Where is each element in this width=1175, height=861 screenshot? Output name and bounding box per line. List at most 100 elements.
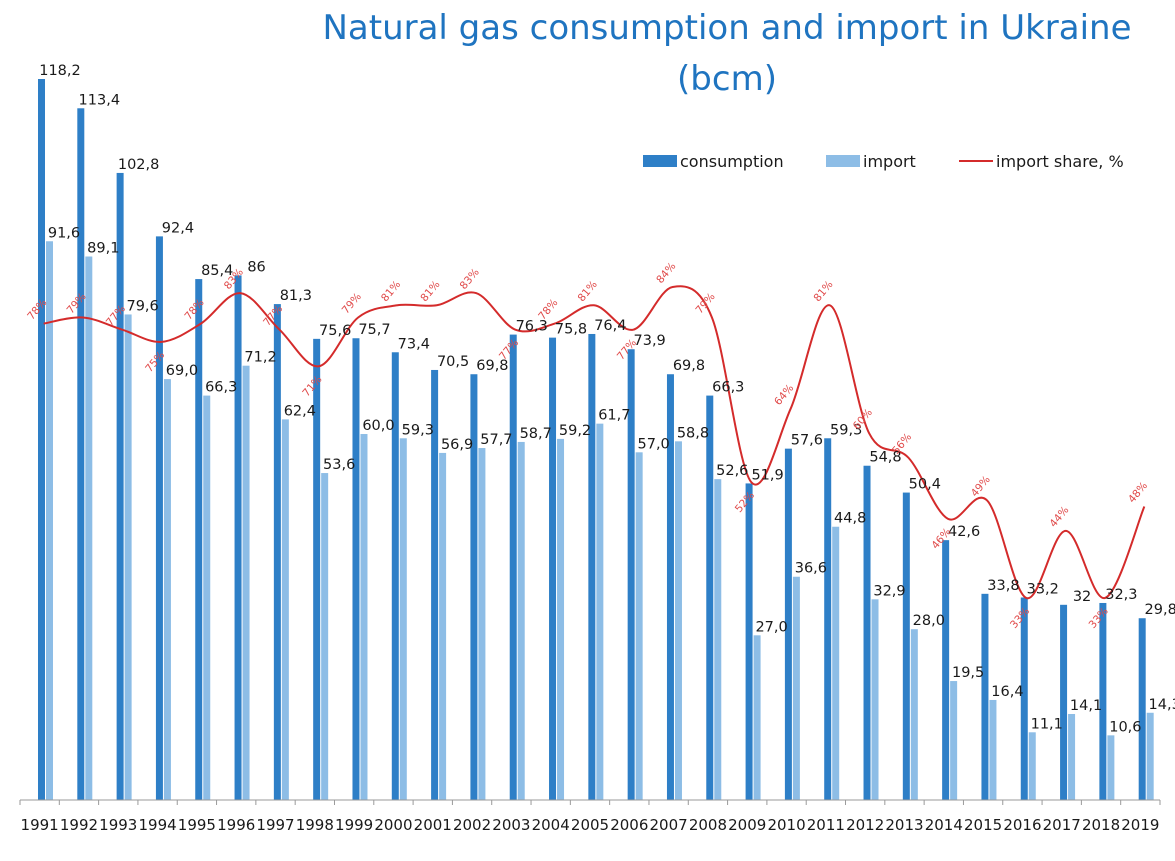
bar-import-2010 bbox=[792, 576, 800, 800]
label-consumption-1994: 92,4 bbox=[162, 220, 194, 236]
bar-import-2003 bbox=[517, 441, 525, 800]
label-consumption-1992: 113,4 bbox=[79, 92, 121, 108]
bar-import-1996 bbox=[242, 365, 250, 800]
label-consumption-2001: 70,5 bbox=[437, 354, 469, 370]
legend-item-consumption[interactable]: consumption bbox=[643, 152, 784, 171]
label-share-1991: 78% bbox=[25, 297, 49, 323]
label-consumption-2006: 73,9 bbox=[634, 333, 666, 349]
label-share-2016: 33% bbox=[1008, 605, 1032, 631]
bar-consumption-2001 bbox=[431, 369, 439, 800]
bar-consumption-2019 bbox=[1138, 618, 1146, 800]
label-consumption-2012: 54,8 bbox=[869, 450, 901, 466]
legend: consumption import import share, % bbox=[643, 152, 1124, 171]
label-share-1994: 75% bbox=[143, 349, 167, 375]
label-import-2016: 11,1 bbox=[1031, 716, 1063, 732]
bar-import-2007 bbox=[674, 441, 682, 800]
bar-import-2012 bbox=[871, 599, 879, 800]
legend-item-import[interactable]: import bbox=[826, 152, 916, 171]
bar-consumption-2016 bbox=[1020, 597, 1028, 800]
x-tick-label-2010: 2010 bbox=[767, 816, 805, 834]
bar-consumption-2007 bbox=[666, 374, 674, 800]
label-import-2008: 52,6 bbox=[716, 463, 748, 479]
bar-consumption-2000 bbox=[391, 352, 399, 800]
x-tick-label-2005: 2005 bbox=[571, 816, 609, 834]
label-consumption-2011: 59,3 bbox=[830, 422, 862, 438]
bar-import-1993 bbox=[124, 314, 132, 800]
bar-consumption-2009 bbox=[745, 483, 753, 800]
label-import-2017: 14,1 bbox=[1070, 698, 1102, 714]
label-share-1999: 79% bbox=[340, 291, 364, 317]
label-consumption-2009: 51,9 bbox=[751, 467, 783, 483]
x-tick-label-2007: 2007 bbox=[650, 816, 688, 834]
bar-consumption-2014 bbox=[942, 540, 950, 800]
legend-item-import-share[interactable]: import share, % bbox=[959, 152, 1124, 171]
x-tick-label-2018: 2018 bbox=[1082, 816, 1120, 834]
bar-import-1999 bbox=[360, 434, 368, 800]
bar-import-2016 bbox=[1028, 732, 1036, 800]
chart-subtitle: (bcm) bbox=[677, 59, 777, 99]
bar-import-2006 bbox=[635, 452, 643, 800]
label-consumption-1997: 81,3 bbox=[280, 288, 312, 304]
label-import-1992: 89,1 bbox=[87, 241, 119, 257]
bar-consumption-2003 bbox=[509, 334, 517, 800]
x-tick-label-2006: 2006 bbox=[610, 816, 648, 834]
x-tick-label-2017: 2017 bbox=[1043, 816, 1081, 834]
bar-consumption-2017 bbox=[1060, 604, 1068, 800]
label-share-2018: 33% bbox=[1087, 605, 1111, 631]
label-share-2005: 81% bbox=[576, 279, 600, 305]
x-tick-label-2016: 2016 bbox=[1003, 816, 1041, 834]
x-tick-label-1999: 1999 bbox=[335, 816, 373, 834]
label-import-1994: 69,0 bbox=[166, 363, 198, 379]
bar-import-2011 bbox=[832, 526, 840, 800]
legend-swatch-import bbox=[826, 155, 860, 167]
label-share-1997: 77% bbox=[261, 303, 285, 329]
label-share-2012: 60% bbox=[851, 407, 875, 433]
label-consumption-2019: 29,8 bbox=[1145, 602, 1175, 618]
bar-consumption-1998 bbox=[313, 338, 321, 800]
label-share-2017: 44% bbox=[1047, 504, 1071, 530]
label-consumption-2014: 42,6 bbox=[948, 524, 980, 540]
bar-consumption-2006 bbox=[627, 349, 635, 800]
label-consumption-2008: 66,3 bbox=[712, 380, 744, 396]
bar-import-2013 bbox=[910, 629, 918, 800]
label-import-2014: 19,5 bbox=[952, 665, 984, 681]
bar-consumption-2008 bbox=[706, 395, 714, 800]
x-tick-label-1998: 1998 bbox=[296, 816, 334, 834]
label-import-2009: 27,0 bbox=[755, 619, 787, 635]
x-tick-label-2013: 2013 bbox=[885, 816, 923, 834]
label-share-2019: 48% bbox=[1126, 480, 1150, 506]
x-tick-label-2019: 2019 bbox=[1121, 816, 1159, 834]
label-import-2005: 61,7 bbox=[598, 408, 630, 424]
x-tick-label-2003: 2003 bbox=[492, 816, 530, 834]
label-share-2003: 77% bbox=[497, 337, 521, 363]
x-tick-label-2008: 2008 bbox=[689, 816, 727, 834]
label-share-2009: 52% bbox=[733, 489, 757, 515]
label-import-2001: 56,9 bbox=[441, 437, 473, 453]
label-share-2013: 56% bbox=[890, 431, 914, 457]
bar-import-1992 bbox=[85, 256, 93, 800]
x-tick-label-2004: 2004 bbox=[532, 816, 570, 834]
bar-consumption-1993 bbox=[116, 172, 124, 801]
legend-label-import: import bbox=[863, 152, 916, 171]
label-import-2007: 58,8 bbox=[677, 425, 709, 441]
label-import-2015: 16,4 bbox=[991, 684, 1023, 700]
chart-title: Natural gas consumption and import in Uk… bbox=[322, 8, 1131, 48]
bar-consumption-2015 bbox=[981, 593, 989, 800]
bar-consumption-1991 bbox=[38, 79, 45, 800]
label-import-2018: 10,6 bbox=[1109, 719, 1141, 735]
label-consumption-2002: 69,8 bbox=[476, 358, 508, 374]
label-import-1996: 71,2 bbox=[244, 350, 276, 366]
bar-import-2009 bbox=[753, 635, 761, 800]
bar-import-2002 bbox=[478, 448, 486, 800]
bar-import-2017 bbox=[1068, 713, 1076, 800]
x-tick-label-2015: 2015 bbox=[964, 816, 1002, 834]
label-import-1991: 91,6 bbox=[48, 225, 80, 241]
label-consumption-2010: 57,6 bbox=[791, 433, 823, 449]
bar-import-2015 bbox=[989, 699, 997, 800]
legend-swatch-consumption bbox=[643, 155, 677, 167]
label-share-2002: 83% bbox=[458, 266, 482, 292]
bar-import-2001 bbox=[439, 452, 447, 800]
label-import-2000: 59,3 bbox=[402, 422, 434, 438]
bar-import-1995 bbox=[203, 395, 211, 800]
